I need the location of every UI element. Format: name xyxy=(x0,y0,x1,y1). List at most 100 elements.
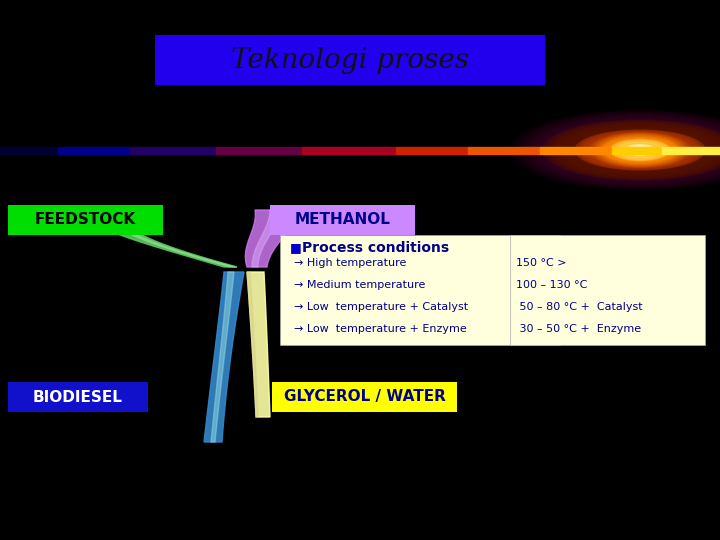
Text: FEEDSTOCK: FEEDSTOCK xyxy=(35,213,136,227)
Text: ■: ■ xyxy=(290,241,302,254)
Polygon shape xyxy=(211,272,234,442)
Ellipse shape xyxy=(608,140,672,160)
Ellipse shape xyxy=(556,124,720,176)
Ellipse shape xyxy=(628,146,652,154)
Bar xyxy=(468,146,540,153)
Bar xyxy=(272,382,457,412)
Ellipse shape xyxy=(588,134,692,166)
Ellipse shape xyxy=(593,133,688,167)
Text: 150 °C >: 150 °C > xyxy=(516,258,567,268)
Text: → Low  temperature + Catalyst: → Low temperature + Catalyst xyxy=(294,302,468,312)
Text: → Low  temperature + Enzyme: → Low temperature + Enzyme xyxy=(294,324,467,334)
Ellipse shape xyxy=(627,146,653,154)
Ellipse shape xyxy=(636,149,643,151)
Ellipse shape xyxy=(603,137,678,163)
Ellipse shape xyxy=(562,126,718,174)
Bar xyxy=(612,146,662,153)
Ellipse shape xyxy=(614,142,666,158)
Ellipse shape xyxy=(539,119,720,181)
Bar xyxy=(8,382,148,412)
Ellipse shape xyxy=(604,139,676,161)
Ellipse shape xyxy=(523,114,720,186)
Ellipse shape xyxy=(608,139,672,161)
Ellipse shape xyxy=(549,122,720,178)
Ellipse shape xyxy=(575,130,705,170)
Bar xyxy=(8,205,163,235)
Ellipse shape xyxy=(520,113,720,187)
Bar xyxy=(540,146,612,153)
Bar xyxy=(302,146,396,153)
Bar xyxy=(396,146,468,153)
Text: BIODIESEL: BIODIESEL xyxy=(33,389,123,404)
Ellipse shape xyxy=(598,137,683,163)
Ellipse shape xyxy=(552,123,720,177)
Text: Teknologi proses: Teknologi proses xyxy=(231,46,469,73)
Ellipse shape xyxy=(620,143,660,157)
Ellipse shape xyxy=(618,142,662,158)
Ellipse shape xyxy=(635,148,645,152)
Text: Process conditions: Process conditions xyxy=(302,241,449,255)
Polygon shape xyxy=(247,272,258,417)
Ellipse shape xyxy=(621,144,660,156)
Ellipse shape xyxy=(572,129,708,171)
Ellipse shape xyxy=(610,139,670,160)
Bar xyxy=(0,146,58,153)
Ellipse shape xyxy=(630,147,649,153)
Text: METHANOL: METHANOL xyxy=(294,213,390,227)
Polygon shape xyxy=(252,210,280,267)
Ellipse shape xyxy=(526,115,720,185)
Ellipse shape xyxy=(590,132,690,167)
Ellipse shape xyxy=(542,120,720,180)
Ellipse shape xyxy=(625,145,655,156)
Ellipse shape xyxy=(585,133,696,167)
Ellipse shape xyxy=(598,135,683,165)
Ellipse shape xyxy=(617,143,662,157)
Polygon shape xyxy=(204,272,244,442)
Polygon shape xyxy=(100,210,235,267)
Ellipse shape xyxy=(529,116,720,184)
Bar xyxy=(58,146,130,153)
Ellipse shape xyxy=(601,138,679,162)
Text: 30 – 50 °C +  Enzyme: 30 – 50 °C + Enzyme xyxy=(516,324,641,334)
Ellipse shape xyxy=(595,136,685,164)
Ellipse shape xyxy=(516,112,720,188)
Ellipse shape xyxy=(595,134,685,166)
Polygon shape xyxy=(246,210,300,267)
Ellipse shape xyxy=(578,131,702,169)
Bar xyxy=(662,146,720,153)
Polygon shape xyxy=(80,210,237,267)
Ellipse shape xyxy=(546,121,720,179)
Text: → Medium temperature: → Medium temperature xyxy=(294,280,426,290)
Ellipse shape xyxy=(605,138,675,162)
Text: → High temperature: → High temperature xyxy=(294,258,406,268)
Ellipse shape xyxy=(533,117,720,183)
Text: 100 – 130 °C: 100 – 130 °C xyxy=(516,280,588,290)
Text: 50 – 80 °C +  Catalyst: 50 – 80 °C + Catalyst xyxy=(516,302,643,312)
Ellipse shape xyxy=(615,141,665,159)
Text: GLYCEROL / WATER: GLYCEROL / WATER xyxy=(284,389,446,404)
Bar xyxy=(270,205,415,235)
Bar xyxy=(216,146,302,153)
Bar xyxy=(280,235,560,345)
Ellipse shape xyxy=(513,111,720,189)
Ellipse shape xyxy=(569,128,711,172)
Ellipse shape xyxy=(630,146,650,153)
Bar xyxy=(510,235,705,345)
Ellipse shape xyxy=(611,141,670,159)
Polygon shape xyxy=(247,272,270,417)
Ellipse shape xyxy=(632,147,647,153)
Ellipse shape xyxy=(536,118,720,182)
Ellipse shape xyxy=(623,144,657,156)
Ellipse shape xyxy=(600,136,680,164)
Ellipse shape xyxy=(591,135,689,165)
Bar xyxy=(130,146,216,153)
Ellipse shape xyxy=(624,145,656,155)
Ellipse shape xyxy=(613,140,667,160)
Ellipse shape xyxy=(565,127,715,173)
Bar xyxy=(155,35,545,85)
Ellipse shape xyxy=(582,132,698,168)
Ellipse shape xyxy=(637,149,642,151)
Ellipse shape xyxy=(559,125,720,175)
Ellipse shape xyxy=(634,148,647,152)
Ellipse shape xyxy=(510,110,720,190)
